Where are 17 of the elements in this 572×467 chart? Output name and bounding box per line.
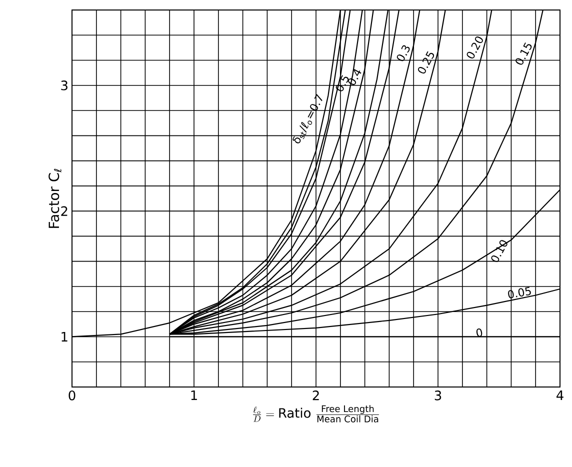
x-tick-label: 1 xyxy=(191,390,197,400)
y-tick-label: 3 xyxy=(61,80,68,90)
text: 0.25 xyxy=(418,51,434,74)
x-axis-title: $\frac{\ell_o}{D} = \text{Ratio}\ \frac{\text{Free Length}}{\text{Mean Coil Dia}}$ xyxy=(253,405,379,422)
x-tick-label: 0 xyxy=(68,390,76,400)
x-tick-label: 4 xyxy=(556,390,564,400)
x-tick-label: 3 xyxy=(434,390,442,400)
y-tick-label: 2 xyxy=(61,206,68,216)
text: δ$_{st}$/ℓ$_{o}$=0.7 xyxy=(292,94,322,144)
y-tick-label: 1 xyxy=(62,332,68,342)
y-axis-title: Factor C$_{ℓ}$ xyxy=(48,168,62,228)
text: 0.15 xyxy=(516,42,532,65)
x-tick-label: 2 xyxy=(312,390,319,400)
text: 0.4 xyxy=(348,69,362,85)
text: 0.20 xyxy=(466,36,483,58)
text: 0 xyxy=(476,328,482,337)
text: 0.05 xyxy=(508,286,531,298)
